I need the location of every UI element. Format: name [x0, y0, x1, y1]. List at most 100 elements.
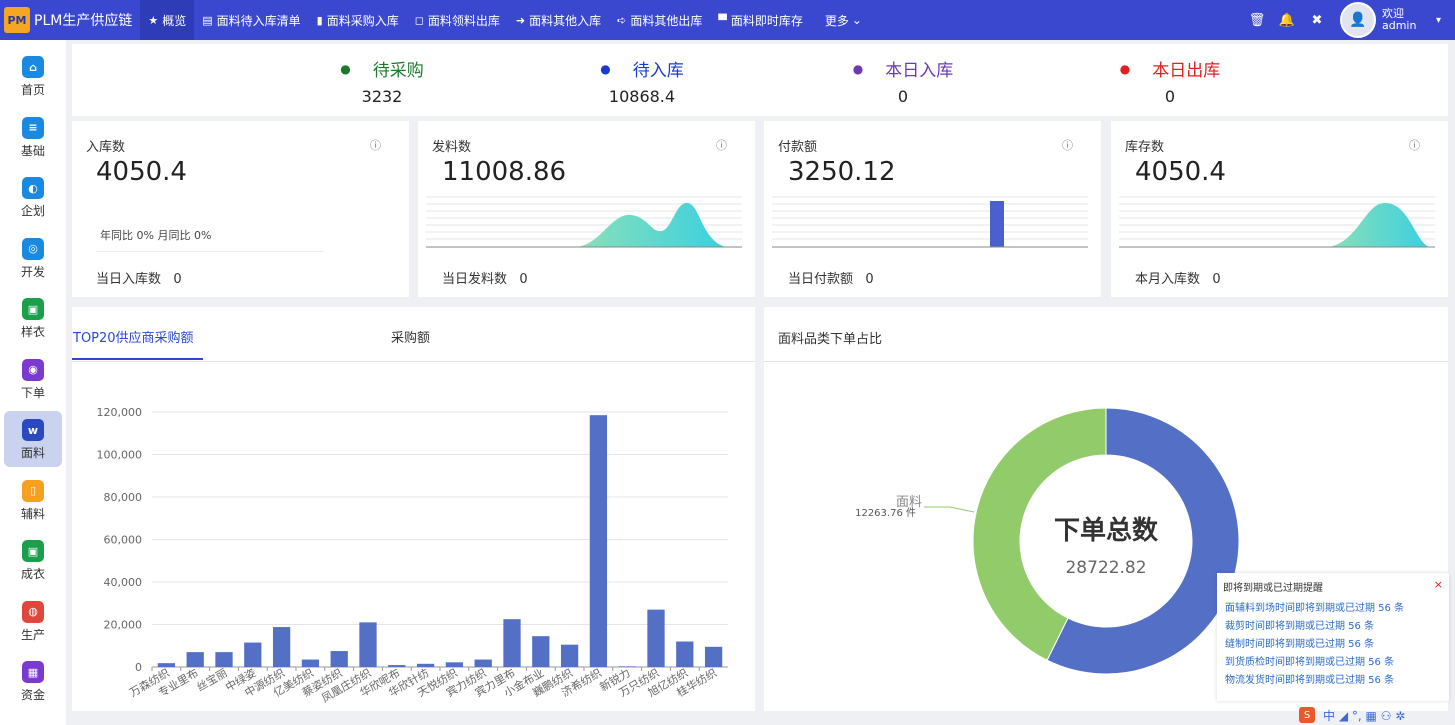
bar[interactable] — [445, 662, 464, 667]
bar[interactable] — [186, 652, 204, 667]
ime-toolbar[interactable]: S 中 ◢ °, ▦ ⚇ ✲ — [1299, 705, 1449, 725]
dot-icon: ● — [600, 61, 611, 76]
module-icon: ▣ — [22, 298, 44, 320]
bar[interactable] — [618, 666, 636, 667]
card-footer: 本月入库数 0 — [1135, 268, 1221, 287]
sidebar-item[interactable]: ▣ 成衣 — [4, 532, 62, 588]
bar[interactable] — [676, 641, 694, 668]
bar[interactable] — [244, 642, 262, 667]
card-divider — [96, 251, 324, 252]
bell-icon[interactable]: 🔔 — [1278, 12, 1296, 28]
user-menu-caret-icon[interactable]: ▾ — [1435, 14, 1441, 26]
summary-title: ● 本日入库 — [803, 56, 1003, 81]
welcome-text: 欢迎 — [1381, 7, 1404, 20]
reminder-item[interactable]: 裁剪时间即将到期或已过期 56 条 — [1225, 621, 1375, 632]
sidebar-item-label: 辅料 — [20, 506, 45, 521]
card-footer: 当日入库数 0 — [96, 268, 182, 287]
slice-label-leader — [924, 506, 975, 513]
fullscreen-icon[interactable]: ✖ — [1311, 12, 1323, 28]
dot-icon: ● — [1119, 61, 1131, 76]
summary-label: 本日入库 — [885, 61, 954, 81]
sidebar-item-label: 面料 — [20, 446, 45, 460]
stock-sparkline — [1119, 196, 1435, 248]
reminder-item[interactable]: 缝制时间即将到期或已过期 56 条 — [1225, 639, 1375, 650]
bar[interactable] — [215, 652, 233, 667]
tab-purchase-amount[interactable]: 采购额 — [391, 331, 431, 346]
kpi-card-inbound: 入库数 ⓘ 4050.4 年同比 0% 月同比 0% 当日入库数 0 — [72, 121, 409, 297]
user-avatar[interactable]: 👤 — [1339, 2, 1376, 38]
top-right-tools: 🗑 🔔 ✖ 👤 欢迎 admin ▾ — [1242, 0, 1455, 40]
card-value: 4050.4 — [96, 157, 187, 187]
reminder-item[interactable]: 物流发货时间即将到期或已过期 56 条 — [1225, 675, 1395, 686]
reminder-item[interactable]: 面辅料到场时间即将到期或已过期 56 条 — [1225, 603, 1405, 614]
bar[interactable] — [503, 619, 521, 667]
nav-more-menu[interactable]: 更多 ⌄ — [825, 12, 862, 29]
tab-top20-suppliers[interactable]: TOP20供应商采购额 — [73, 331, 194, 346]
sidebar-item[interactable]: ◐ 企划 — [4, 169, 62, 225]
nav-tab-other-outbound[interactable]: ➪ 面料其他出库 — [609, 0, 710, 40]
footer-label: 当日付款额 — [788, 272, 854, 287]
close-icon[interactable]: × — [1433, 578, 1443, 591]
bar[interactable] — [704, 646, 723, 667]
nav-tab-purchase-inbound[interactable]: ▮ 面料采购入库 — [309, 0, 407, 40]
nav-tab-overview[interactable]: ★ 概览 — [140, 0, 195, 40]
info-icon[interactable]: ⓘ — [370, 139, 381, 152]
bar[interactable] — [560, 644, 579, 667]
dot-icon: ● — [852, 61, 864, 76]
sidebar-item[interactable]: ≡ 基础 — [4, 109, 62, 165]
bar[interactable] — [532, 636, 550, 667]
slice-label-name: 面料 — [896, 495, 922, 510]
sidebar-item-label: 样衣 — [20, 325, 45, 339]
trash-icon[interactable]: 🗑 — [1248, 12, 1266, 28]
donut-slice[interactable] — [1046, 407, 1240, 675]
bar[interactable] — [330, 651, 348, 667]
sidebar-item[interactable]: ◍ 生产 — [4, 593, 62, 649]
star-icon: ★ — [148, 13, 159, 27]
username: admin — [1381, 19, 1417, 32]
nav-tab-other-inbound[interactable]: ➜ 面料其他入库 — [508, 0, 609, 40]
info-icon[interactable]: ⓘ — [1409, 139, 1420, 152]
bar[interactable] — [301, 659, 320, 667]
bar[interactable] — [157, 663, 176, 667]
kpi-card-payment: 付款额 ⓘ 3250.12 当日付款额 0 — [764, 121, 1101, 297]
bar[interactable] — [272, 627, 291, 667]
module-icon: ◉ — [22, 358, 44, 381]
reminder-item[interactable]: 到货质检时间即将到期或已过期 56 条 — [1225, 657, 1395, 668]
sidebar-item[interactable]: ◉ 下单 — [4, 351, 62, 407]
nav-tab-label: 面料其他出库 — [630, 13, 703, 28]
sidebar-item-label: 首页 — [20, 83, 45, 97]
user-welcome[interactable]: 欢迎 admin — [1382, 8, 1432, 32]
footer-label: 当日发料数 — [442, 272, 508, 287]
module-icon: ⌂ — [22, 56, 44, 78]
nav-tab-label: 面料其他入库 — [529, 13, 602, 28]
bar[interactable] — [647, 609, 665, 667]
nav-tab-label: 面料即时库存 — [730, 13, 803, 28]
sidebar-item[interactable]: w 面料 — [4, 411, 62, 467]
nav-tab-material-outbound[interactable]: ◻ 面料领料出库 — [407, 0, 508, 40]
summary-label: 待入库 — [632, 61, 684, 81]
sidebar-item-label: 开发 — [20, 264, 45, 279]
info-icon[interactable]: ⓘ — [1062, 139, 1073, 152]
y-tick-label: 60,000 — [104, 534, 143, 547]
info-icon[interactable]: ⓘ — [716, 139, 727, 152]
nav-tab-label: 面料采购入库 — [326, 13, 399, 28]
panel-divider — [764, 361, 1448, 362]
sidebar-item-label: 下单 — [20, 385, 45, 400]
sidebar-item[interactable]: ▯ 辅料 — [4, 472, 62, 528]
bar[interactable] — [388, 665, 406, 667]
bar[interactable] — [589, 415, 608, 667]
nav-tab-realtime-stock[interactable]: ▀ 面料即时库存 — [710, 0, 810, 40]
sidebar-item[interactable]: ▦ 资金 — [4, 653, 62, 709]
bar[interactable] — [474, 659, 492, 667]
nav-tab-pending-inbound-list[interactable]: ▤ 面料待入库清单 — [194, 0, 308, 40]
sparkline-area — [576, 202, 726, 247]
module-icon: ▦ — [22, 661, 44, 683]
nav-tab-label: 面料领料出库 — [427, 13, 500, 28]
bar[interactable] — [416, 663, 435, 667]
sidebar-item[interactable]: ▣ 样衣 — [4, 290, 62, 346]
sidebar-item[interactable]: ⌂ 首页 — [4, 48, 62, 104]
bar[interactable] — [359, 622, 377, 667]
sidebar-item[interactable]: ◎ 开发 — [4, 230, 62, 286]
donut-slice[interactable] — [972, 407, 1107, 661]
issue-sparkline — [426, 196, 742, 248]
